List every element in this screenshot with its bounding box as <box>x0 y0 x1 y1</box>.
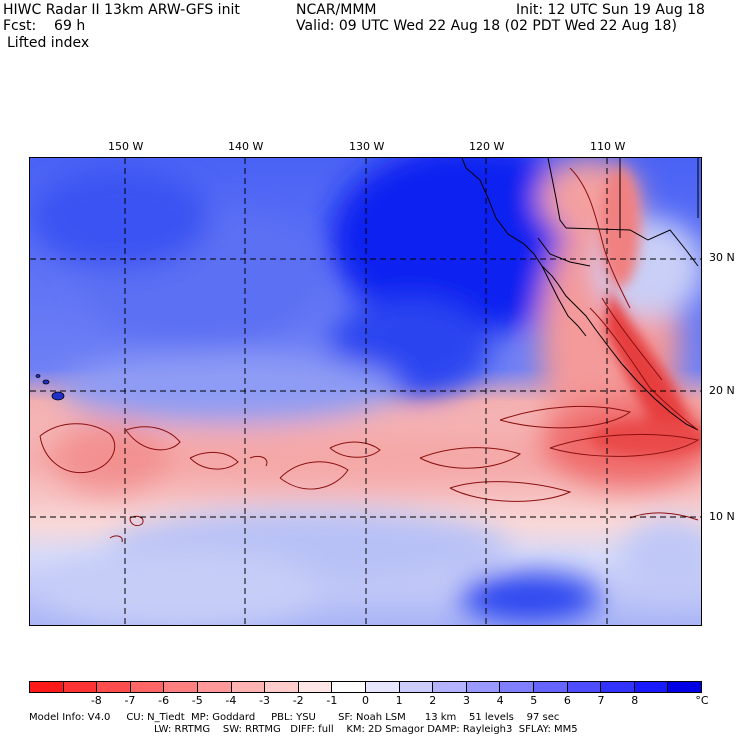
hawaii-islands <box>35 374 65 401</box>
colorbar-cell <box>466 682 501 692</box>
colorbar-cell <box>668 682 701 692</box>
contours <box>39 167 700 543</box>
colorbar-cell <box>500 682 534 692</box>
colorbar-tick-label: 1 <box>395 694 403 707</box>
colorbar-cell <box>365 682 400 692</box>
colorbar-cell <box>164 682 198 692</box>
colorbar-cell <box>130 682 165 692</box>
forecast-hour: Fcst: 69 h <box>3 18 86 34</box>
lat-lon-grid <box>30 158 701 625</box>
colorbar-cell <box>63 682 98 692</box>
colorbar-tick-label: 5 <box>530 694 538 707</box>
colorbar <box>29 681 702 693</box>
colorbar-tick-label: -3 <box>259 694 271 707</box>
model-info-line2: LW: RRTMG SW: RRTMG DIFF: full KM: 2D Sm… <box>154 724 578 735</box>
lat-label-10n: 10 N <box>709 510 735 523</box>
colorbar-cell <box>332 682 366 692</box>
init-time: Init: 12 UTC Sun 19 Aug 18 <box>516 2 705 18</box>
colorbar-cell <box>298 682 333 692</box>
colorbar-tick-label: 8 <box>631 694 639 707</box>
organization: NCAR/MMM <box>296 2 377 18</box>
colorbar-cell <box>265 682 299 692</box>
colorbar-cell <box>231 682 266 692</box>
lon-label-120w: 120 W <box>469 140 505 153</box>
colorbar-cell <box>197 682 232 692</box>
colorbar-tick-label: 0 <box>362 694 369 707</box>
colorbar-tick-label: 4 <box>496 694 504 707</box>
colorbar-cell <box>433 682 467 692</box>
lon-label-110w: 110 W <box>590 140 626 153</box>
colorbar-cell <box>567 682 602 692</box>
lat-label-30n: 30 N <box>709 251 735 264</box>
colorbar-tick-label: 3 <box>462 694 470 707</box>
colorbar-tick-label: -4 <box>225 694 237 707</box>
colorbar-tick-label: 7 <box>597 694 605 707</box>
field-name: Lifted index <box>7 35 90 51</box>
colorbar-unit: °C <box>695 694 709 707</box>
valid-time: Valid: 09 UTC Wed 22 Aug 18 (02 PDT Wed … <box>296 18 677 34</box>
model-title: HIWC Radar II 13km ARW-GFS init <box>3 2 240 18</box>
colorbar-cell <box>601 682 635 692</box>
lat-label-20n: 20 N <box>709 384 735 397</box>
lon-label-130w: 130 W <box>349 140 385 153</box>
lifted-index-map <box>29 157 702 626</box>
coastlines <box>461 158 699 431</box>
colorbar-tick-label: -6 <box>158 694 170 707</box>
colorbar-tick-label: -8 <box>90 694 102 707</box>
colorbar-cell <box>30 682 64 692</box>
colorbar-cell <box>399 682 434 692</box>
model-info-line1: Model Info: V4.0 CU: N_Tiedt MP: Goddard… <box>29 712 560 723</box>
colorbar-tick-label: 2 <box>429 694 437 707</box>
colorbar-cell <box>634 682 669 692</box>
lon-label-140w: 140 W <box>228 140 264 153</box>
colorbar-tick-label: 6 <box>563 694 571 707</box>
colorbar-tick-label: -5 <box>191 694 203 707</box>
colorbar-tick-label: -7 <box>124 694 136 707</box>
map-canvas <box>30 158 701 625</box>
colorbar-cell <box>97 682 131 692</box>
colorbar-tick-label: -1 <box>326 694 338 707</box>
lon-label-150w: 150 W <box>108 140 144 153</box>
colorbar-tick-label: -2 <box>292 694 304 707</box>
field-structures <box>30 158 701 625</box>
colorbar-cell <box>533 682 568 692</box>
